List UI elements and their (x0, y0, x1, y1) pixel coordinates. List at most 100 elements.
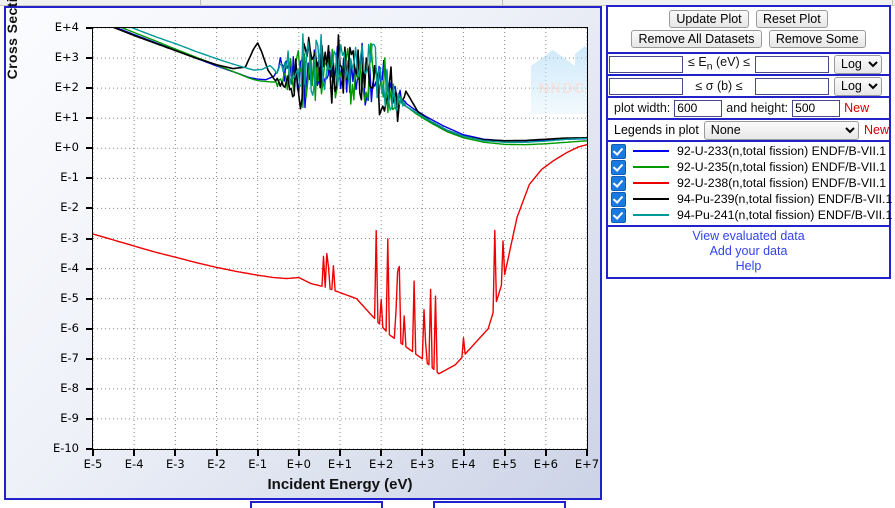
y-tick-mark (86, 327, 93, 330)
x-tick-label: E+4 (451, 457, 476, 471)
x-tick-mark (503, 449, 506, 456)
dataset-color-swatch (633, 198, 669, 200)
dataset-color-swatch (633, 166, 669, 168)
dataset-checkbox[interactable] (611, 191, 626, 207)
y-tick-label: E+4 (54, 20, 79, 34)
chart-series-line (120, 28, 587, 146)
x-tick-label: E-2 (207, 457, 226, 471)
help-link[interactable]: Help (735, 259, 762, 273)
x-axis-label: Incident Energy (eV) (267, 476, 413, 493)
dataset-label: 92-U-235(n,total fission) ENDF/B-VII.1 (677, 160, 887, 174)
dataset-row[interactable]: 92-U-235(n,total fission) ENDF/B-VII.1 (608, 159, 889, 175)
dataset-label: 94-Pu-239(n,total fission) ENDF/B-VII.1 (677, 192, 893, 206)
cross-section-scale-select[interactable]: Log (834, 76, 882, 96)
x-tick-mark (421, 449, 424, 456)
cutoff-bottom-box[interactable] (250, 501, 383, 508)
dataset-color-swatch (633, 150, 669, 152)
reset-plot-button[interactable]: Reset Plot (756, 10, 828, 28)
dataset-row[interactable]: 92-U-238(n,total fission) ENDF/B-VII.1 (608, 175, 889, 191)
y-tick-label: E+2 (54, 80, 79, 95)
plot-panel: Cross Section (b) Incident Energy (eV) E… (4, 0, 602, 500)
remove-all-datasets-button[interactable]: Remove All Datasets (631, 30, 762, 48)
chart-svg (93, 28, 587, 449)
x-tick-mark (544, 449, 547, 456)
x-tick-label: E+2 (369, 457, 394, 471)
legends-select[interactable]: None (703, 120, 859, 140)
y-tick-mark (86, 267, 93, 270)
legends-new-link[interactable]: New (863, 123, 889, 137)
dataset-checkbox[interactable] (611, 159, 626, 175)
y-tick-mark (86, 87, 93, 90)
view-evaluated-data-link[interactable]: View evaluated data (692, 229, 805, 243)
x-tick-label: E-5 (83, 457, 103, 471)
energy-min-input[interactable] (609, 55, 683, 73)
y-tick-mark (86, 117, 93, 120)
update-plot-button[interactable]: Update Plot (669, 10, 749, 28)
cutoff-strip-segment (0, 0, 201, 5)
x-tick-mark (174, 449, 177, 456)
y-tick-mark (86, 177, 93, 180)
cross-section-range-label: ≤ σ (b) ≤ (695, 79, 743, 93)
x-tick-mark (339, 449, 341, 456)
x-tick-label: E+0 (286, 457, 311, 471)
y-tick-mark (86, 147, 93, 150)
x-tick-label: E+3 (410, 457, 435, 471)
add-your-data-link[interactable]: Add your data (709, 244, 788, 258)
x-tick-label: E-1 (248, 457, 268, 471)
cross-section-min-input[interactable] (609, 77, 683, 95)
dataset-checkbox[interactable] (611, 175, 626, 191)
x-tick-label: E-3 (165, 457, 185, 471)
dataset-list: 92-U-233(n,total fission) ENDF/B-VII.1 92… (608, 142, 893, 227)
y-tick-mark (86, 357, 93, 360)
cutoff-top-toolbar-strip (0, 0, 895, 6)
plot-width-label: plot width: (614, 101, 671, 115)
remove-some-button[interactable]: Remove Some (768, 30, 866, 48)
plot-canvas[interactable]: NNDC (92, 27, 588, 450)
dataset-color-swatch (633, 214, 669, 216)
y-tick-mark (86, 57, 93, 60)
dataset-checkbox[interactable] (611, 207, 626, 223)
dataset-checkbox[interactable] (611, 143, 626, 159)
dataset-row[interactable]: 92-U-233(n,total fission) ENDF/B-VII.1 (608, 143, 889, 159)
y-tick-label: E-10 (52, 441, 79, 455)
control-panel: Update Plot Reset Plot Remove All Datase… (606, 5, 893, 279)
dataset-label: 92-U-233(n,total fission) ENDF/B-VII.1 (677, 144, 887, 158)
cutoff-strip-segment (502, 0, 893, 5)
y-tick-label: E-6 (60, 320, 79, 335)
energy-scale-select[interactable]: Log (834, 54, 882, 74)
x-tick-mark (133, 449, 136, 456)
y-tick-label: E-7 (60, 350, 79, 365)
y-tick-mark (86, 448, 93, 450)
x-tick-label: E-4 (124, 457, 144, 471)
x-tick-label: E+5 (492, 457, 517, 471)
cross-section-max-input[interactable] (755, 77, 829, 95)
plot-height-input[interactable] (792, 99, 841, 117)
energy-max-input[interactable] (755, 55, 829, 73)
x-tick-mark (92, 449, 94, 456)
y-tick-label: E-4 (60, 260, 79, 275)
chart-series-line (130, 28, 587, 143)
nndc-watermark-text: NNDC (538, 80, 586, 97)
y-tick-mark (86, 297, 93, 300)
x-tick-mark (256, 449, 259, 456)
cutoff-bottom-box[interactable] (433, 501, 566, 508)
x-tick-label: E+1 (327, 457, 353, 471)
dataset-color-swatch (633, 182, 669, 184)
y-tick-mark (86, 207, 93, 210)
y-tick-mark (86, 417, 93, 420)
x-tick-label: E+6 (533, 457, 558, 471)
y-tick-label: E-5 (60, 290, 79, 305)
y-tick-mark (86, 387, 93, 390)
primary-buttons-row: Update Plot Reset Plot Remove All Datase… (608, 7, 889, 54)
dataset-row[interactable]: 94-Pu-239(n,total fission) ENDF/B-VII.1 (608, 191, 893, 207)
plot-width-input[interactable] (674, 99, 723, 117)
dataset-row[interactable]: 94-Pu-241(n,total fission) ENDF/B-VII.1 (608, 207, 892, 223)
cutoff-strip-segment (200, 0, 503, 5)
legends-row: Legends in plot None New (608, 120, 889, 142)
energy-range-label: ≤ En (eV) ≤ (688, 55, 750, 73)
plot-size-new-link[interactable]: New (844, 101, 870, 115)
y-tick-label: E-1 (60, 170, 79, 185)
y-axis-label: Cross Section (b) (4, 0, 20, 80)
x-tick-mark (462, 449, 465, 456)
